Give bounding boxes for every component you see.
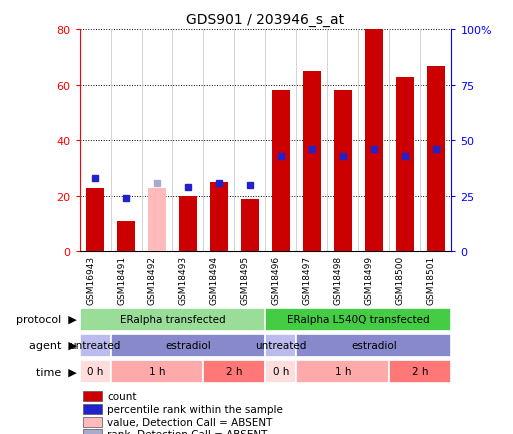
Text: value, Detection Call = ABSENT: value, Detection Call = ABSENT (107, 417, 273, 427)
Text: 1 h: 1 h (149, 367, 165, 376)
Text: 0 h: 0 h (273, 367, 289, 376)
Text: GSM18500: GSM18500 (396, 255, 405, 304)
Bar (148, 188, 166, 252)
Bar (83, 391, 102, 401)
Bar (265, 334, 297, 357)
Text: untreated: untreated (255, 341, 307, 350)
Bar (297, 360, 389, 383)
Bar (389, 360, 451, 383)
Text: ERalpha L540Q transfected: ERalpha L540Q transfected (287, 315, 430, 324)
Bar (365, 30, 383, 252)
Text: GSM18501: GSM18501 (427, 255, 436, 304)
Text: GSM16943: GSM16943 (86, 255, 95, 304)
Bar (396, 77, 415, 252)
Text: GSM18499: GSM18499 (365, 255, 374, 304)
Text: GSM18494: GSM18494 (210, 255, 219, 304)
Bar (241, 199, 259, 252)
Text: rank, Detection Call = ABSENT: rank, Detection Call = ABSENT (107, 430, 268, 434)
Bar (265, 360, 297, 383)
Text: ERalpha transfected: ERalpha transfected (120, 315, 225, 324)
Text: count: count (107, 391, 137, 401)
Text: untreated: untreated (69, 341, 121, 350)
Text: GSM18495: GSM18495 (241, 255, 250, 304)
Text: GSM18492: GSM18492 (148, 255, 157, 304)
Text: 0 h: 0 h (87, 367, 103, 376)
Text: 1 h: 1 h (334, 367, 351, 376)
Text: protocol  ▶: protocol ▶ (16, 315, 77, 324)
Text: GSM18493: GSM18493 (179, 255, 188, 304)
Bar (86, 188, 104, 252)
Text: GSM18498: GSM18498 (334, 255, 343, 304)
Bar (116, 221, 135, 252)
Text: percentile rank within the sample: percentile rank within the sample (107, 404, 283, 414)
Text: time  ▶: time ▶ (36, 367, 77, 376)
Bar (303, 72, 321, 252)
Text: GSM18497: GSM18497 (303, 255, 312, 304)
Title: GDS901 / 203946_s_at: GDS901 / 203946_s_at (186, 13, 345, 26)
Bar (297, 334, 451, 357)
Text: 2 h: 2 h (226, 367, 243, 376)
Text: agent  ▶: agent ▶ (29, 341, 77, 350)
Text: GSM18496: GSM18496 (272, 255, 281, 304)
Text: estradiol: estradiol (165, 341, 211, 350)
Bar (272, 91, 290, 252)
Bar (179, 196, 198, 252)
Bar (210, 183, 228, 252)
Bar (80, 334, 110, 357)
Bar (333, 91, 352, 252)
Bar (265, 308, 451, 331)
Text: estradiol: estradiol (351, 341, 397, 350)
Bar (83, 430, 102, 434)
Bar (427, 66, 445, 252)
Bar (80, 308, 265, 331)
Text: 2 h: 2 h (412, 367, 429, 376)
Bar (83, 404, 102, 414)
Bar (110, 360, 204, 383)
Bar (83, 417, 102, 427)
Bar (80, 360, 110, 383)
Bar (204, 360, 266, 383)
Bar (110, 334, 266, 357)
Text: GSM18491: GSM18491 (117, 255, 126, 304)
